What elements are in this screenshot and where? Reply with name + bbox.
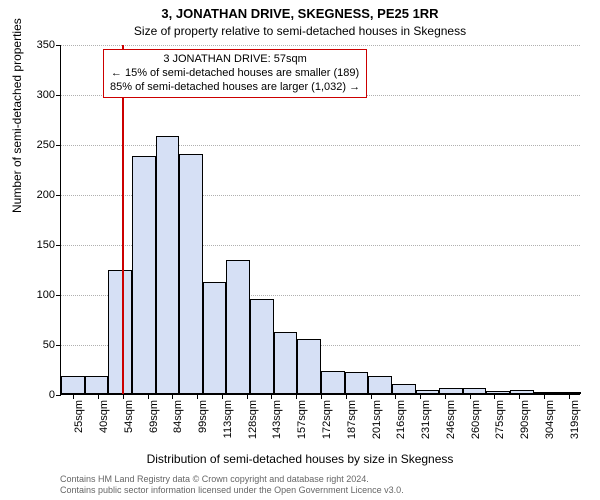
xtick-label: 157sqm <box>296 400 308 439</box>
histogram-bar <box>250 299 274 394</box>
xtick-mark <box>197 394 198 399</box>
xtick-mark <box>519 394 520 399</box>
histogram-bar <box>61 376 85 394</box>
xtick-label: 99sqm <box>197 400 209 433</box>
xtick-mark <box>569 394 570 399</box>
xtick-mark <box>296 394 297 399</box>
ytick-mark <box>56 145 61 146</box>
xtick-label: 201sqm <box>371 400 383 439</box>
xtick-mark <box>172 394 173 399</box>
xtick-mark <box>98 394 99 399</box>
xtick-mark <box>247 394 248 399</box>
xtick-label: 231sqm <box>420 400 432 439</box>
annotation-line-2: ← 15% of semi-detached houses are smalle… <box>110 67 360 81</box>
histogram-bar <box>203 282 227 394</box>
histogram-bar <box>439 388 463 394</box>
xtick-label: 69sqm <box>148 400 160 433</box>
annotation-line-1: 3 JONATHAN DRIVE: 57sqm <box>110 53 360 67</box>
histogram-bar <box>274 332 298 394</box>
ytick-mark <box>56 195 61 196</box>
histogram-bar <box>179 154 203 394</box>
histogram-bar <box>463 388 487 394</box>
footer-line-2: Contains public sector information licen… <box>60 485 404 496</box>
xtick-label: 304sqm <box>544 400 556 439</box>
ytick-mark <box>56 245 61 246</box>
ytick-label: 100 <box>37 289 55 301</box>
ytick-mark <box>56 295 61 296</box>
gridline <box>61 145 580 146</box>
chart-title-address: 3, JONATHAN DRIVE, SKEGNESS, PE25 1RR <box>0 6 600 21</box>
ytick-label: 250 <box>37 139 55 151</box>
xtick-label: 319sqm <box>569 400 581 439</box>
xtick-mark <box>544 394 545 399</box>
ytick-mark <box>56 345 61 346</box>
xtick-mark <box>470 394 471 399</box>
histogram-bar <box>297 339 321 394</box>
annotation-box: 3 JONATHAN DRIVE: 57sqm ← 15% of semi-de… <box>103 49 367 98</box>
xtick-mark <box>271 394 272 399</box>
xtick-mark <box>494 394 495 399</box>
xtick-label: 216sqm <box>395 400 407 439</box>
xtick-label: 113sqm <box>222 400 234 438</box>
xtick-mark <box>371 394 372 399</box>
y-axis-label: Number of semi-detached properties <box>10 18 24 213</box>
xtick-mark <box>395 394 396 399</box>
xtick-mark <box>73 394 74 399</box>
xtick-mark <box>420 394 421 399</box>
ytick-label: 200 <box>37 189 55 201</box>
histogram-bar <box>156 136 180 394</box>
xtick-mark <box>123 394 124 399</box>
xtick-label: 290sqm <box>519 400 531 439</box>
ytick-mark <box>56 45 61 46</box>
xtick-label: 84sqm <box>172 400 184 433</box>
histogram-bar <box>345 372 369 394</box>
xtick-label: 260sqm <box>470 400 482 439</box>
xtick-label: 187sqm <box>346 400 358 439</box>
histogram-bar <box>132 156 156 394</box>
xtick-label: 128sqm <box>247 400 259 439</box>
histogram-bar <box>368 376 392 394</box>
x-axis-label: Distribution of semi-detached houses by … <box>0 452 600 466</box>
xtick-label: 54sqm <box>123 400 135 433</box>
xtick-label: 246sqm <box>445 400 457 439</box>
footer-attribution: Contains HM Land Registry data © Crown c… <box>60 474 404 496</box>
xtick-label: 25sqm <box>73 400 85 433</box>
annotation-line-3: 85% of semi-detached houses are larger (… <box>110 81 360 95</box>
ytick-mark <box>56 95 61 96</box>
histogram-bar <box>321 371 345 394</box>
xtick-label: 275sqm <box>494 400 506 439</box>
histogram-bar <box>85 376 109 394</box>
chart-subtitle: Size of property relative to semi-detach… <box>0 24 600 38</box>
xtick-mark <box>321 394 322 399</box>
histogram-bar <box>392 384 416 394</box>
xtick-mark <box>346 394 347 399</box>
ytick-label: 150 <box>37 239 55 251</box>
footer-line-1: Contains HM Land Registry data © Crown c… <box>60 474 404 485</box>
gridline <box>61 45 580 46</box>
xtick-label: 143sqm <box>271 400 283 439</box>
ytick-label: 350 <box>37 39 55 51</box>
plot-area: 05010015020025030035025sqm40sqm54sqm69sq… <box>60 45 580 395</box>
histogram-bar <box>226 260 250 394</box>
xtick-mark <box>148 394 149 399</box>
ytick-mark <box>56 395 61 396</box>
histogram-bar <box>510 390 534 394</box>
xtick-label: 172sqm <box>321 400 333 439</box>
histogram-bar <box>534 392 558 394</box>
histogram-chart: 3, JONATHAN DRIVE, SKEGNESS, PE25 1RR Si… <box>0 0 600 500</box>
ytick-label: 0 <box>49 389 55 401</box>
ytick-label: 50 <box>43 339 55 351</box>
xtick-mark <box>222 394 223 399</box>
histogram-bar <box>108 270 132 394</box>
histogram-bar <box>486 391 510 394</box>
ytick-label: 300 <box>37 89 55 101</box>
xtick-mark <box>445 394 446 399</box>
xtick-label: 40sqm <box>98 400 110 433</box>
